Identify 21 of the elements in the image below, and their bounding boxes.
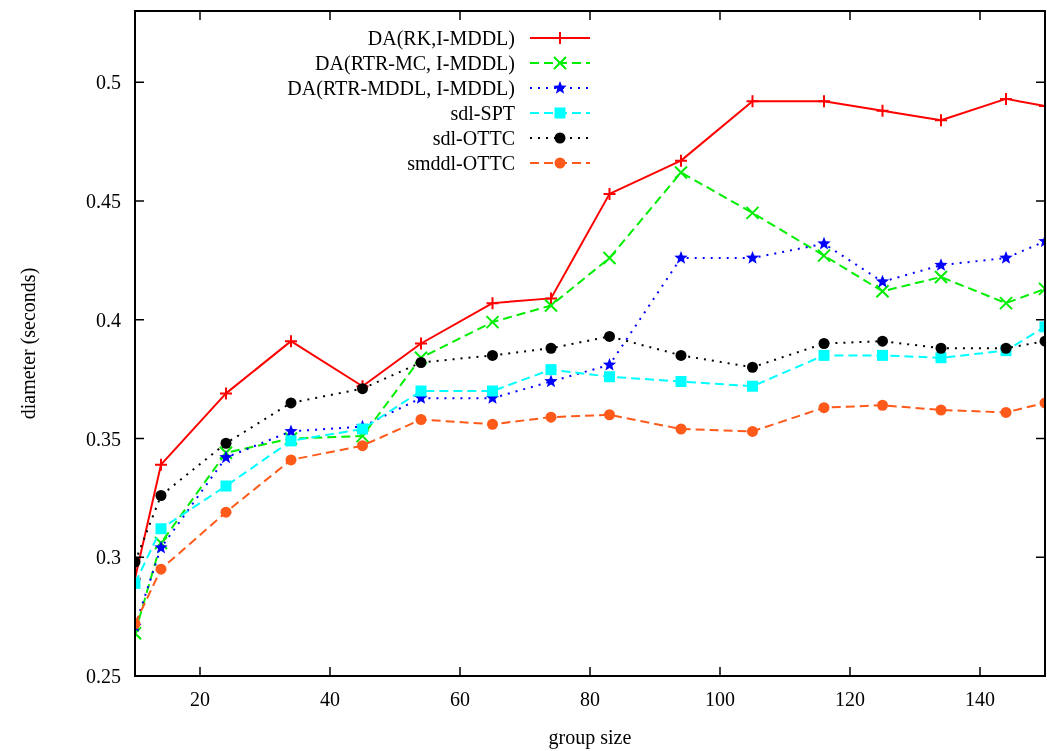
y-tick-label: 0.3 xyxy=(96,546,121,569)
x-tick-label: 20 xyxy=(190,688,210,710)
x-axis-title: group size xyxy=(548,726,632,749)
y-tick-label: 0.25 xyxy=(86,665,121,687)
legend-label: DA(RK,I-MDDL) xyxy=(367,27,515,50)
x-tick-label: 40 xyxy=(320,688,340,710)
legend-label: smddl-OTTC xyxy=(407,152,515,174)
legend-label: sdl-SPT xyxy=(450,102,515,124)
y-tick-label: 0.35 xyxy=(86,427,121,450)
x-tick-label: 120 xyxy=(835,688,865,710)
x-tick-label: 80 xyxy=(580,688,600,710)
x-tick-label: 100 xyxy=(705,688,735,710)
x-tick-label: 140 xyxy=(965,688,995,710)
y-axis-title: diameter (seconds) xyxy=(17,267,40,420)
legend-label: sdl-OTTC xyxy=(432,127,515,149)
legend-label: DA(RTR-MDDL, I-MDDL) xyxy=(287,77,515,100)
legend-label: DA(RTR-MC, I-MDDL) xyxy=(315,52,515,75)
y-tick-label: 0.5 xyxy=(96,71,121,94)
y-tick-label: 0.4 xyxy=(96,308,121,331)
y-tick-label: 0.45 xyxy=(86,190,121,212)
x-tick-label: 60 xyxy=(450,688,470,710)
